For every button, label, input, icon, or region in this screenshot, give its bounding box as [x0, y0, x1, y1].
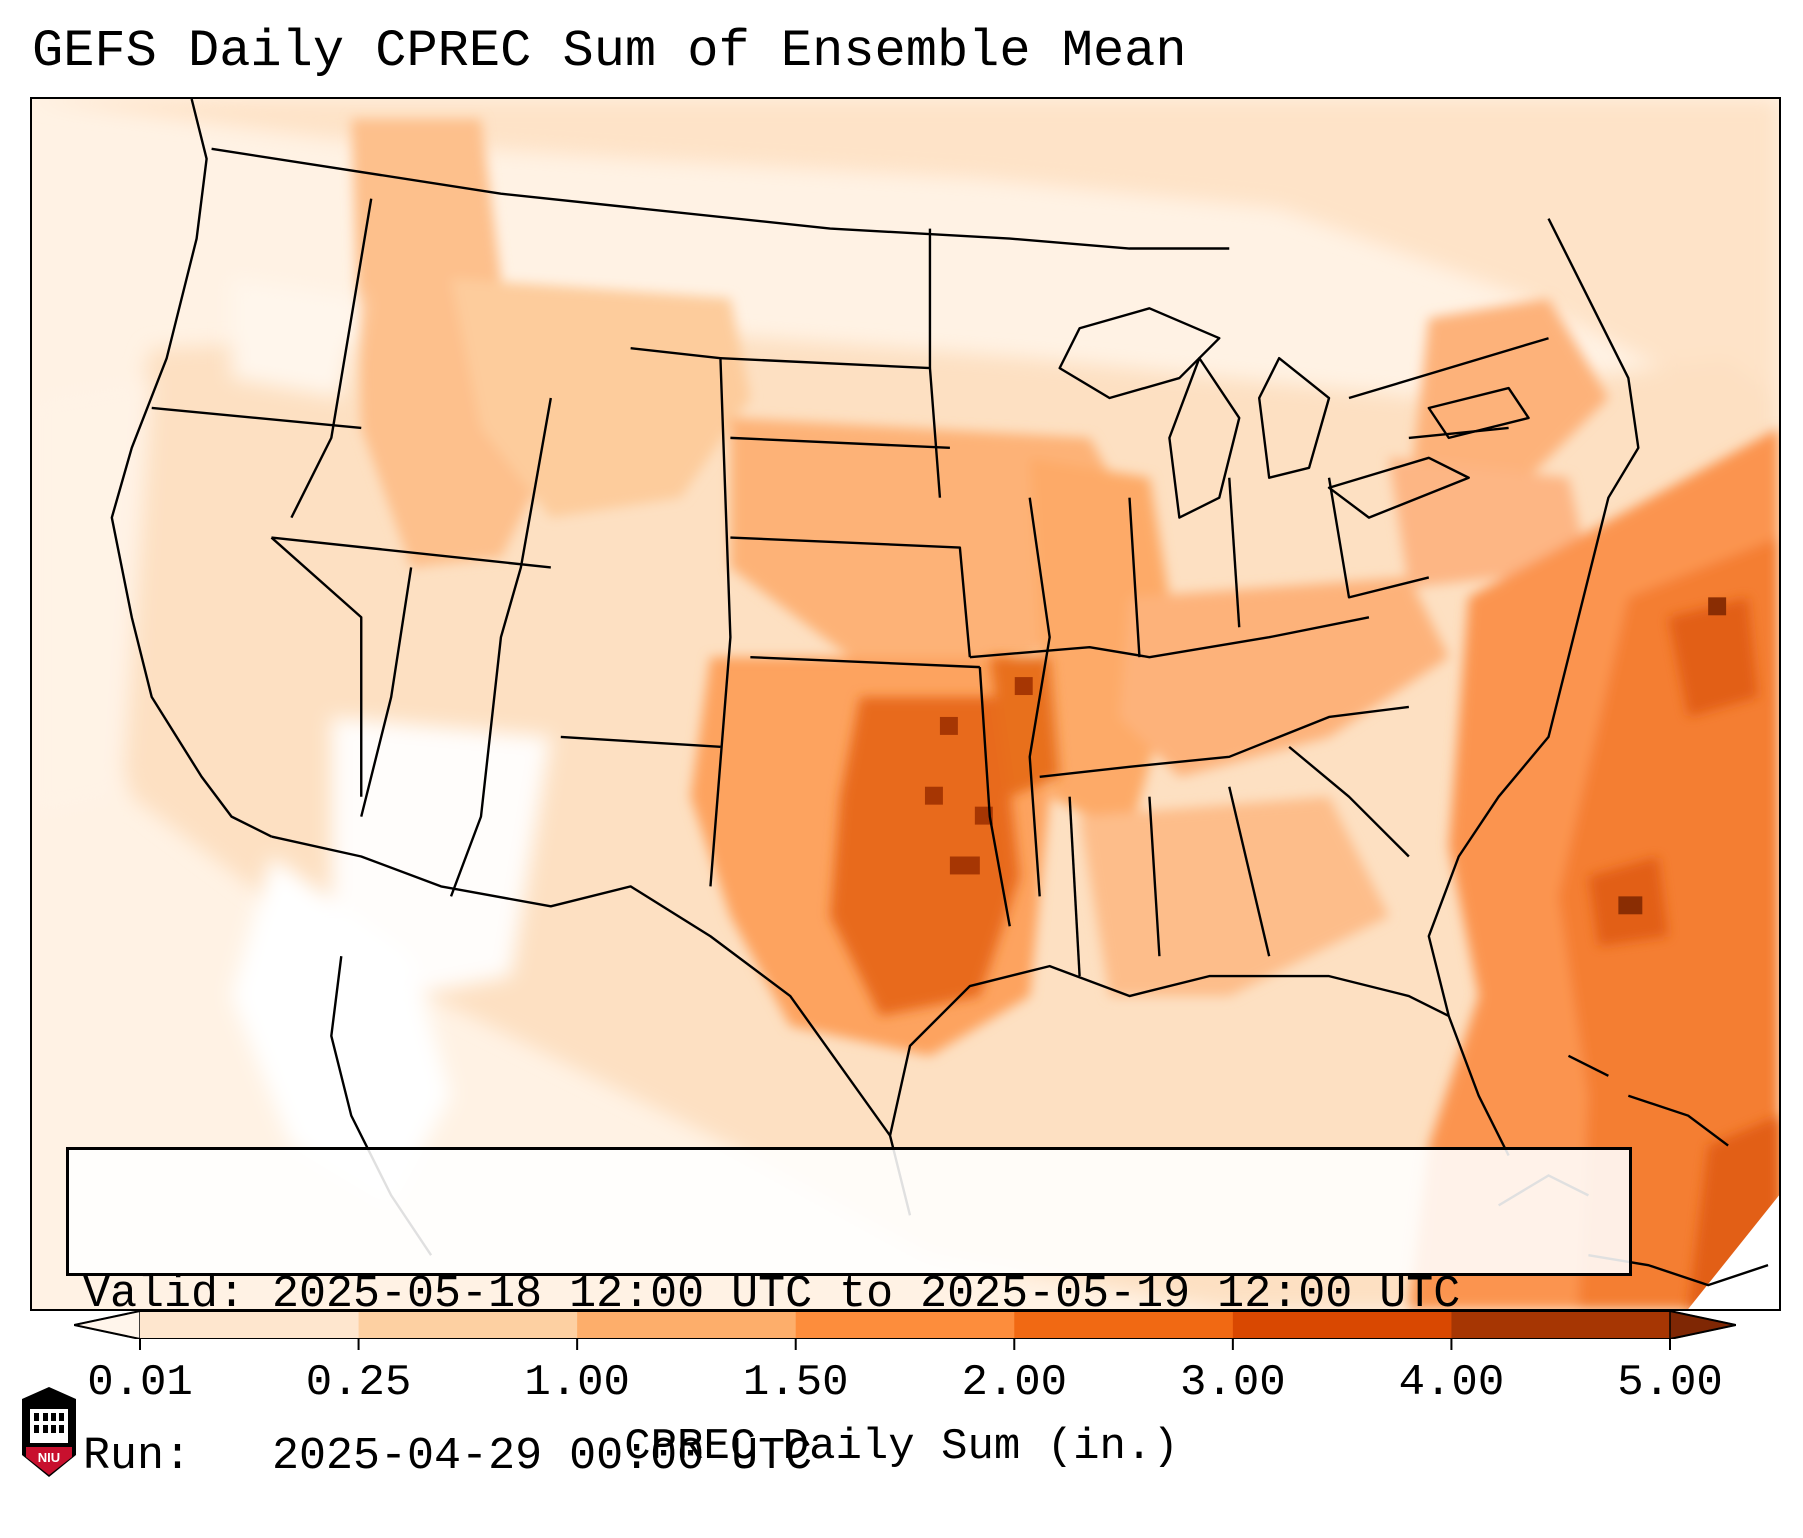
colorbar-tick-label: 2.00	[961, 1358, 1068, 1408]
colorbar	[74, 1311, 1736, 1339]
map-title: GEFS Daily CPREC Sum of Ensemble Mean	[32, 22, 1187, 81]
colorbar-tick-label: 1.00	[524, 1358, 630, 1408]
colorbar-segment	[577, 1311, 797, 1339]
colorbar-segment	[795, 1311, 1015, 1339]
colorbar-segment	[140, 1311, 360, 1339]
colorbar-tick-label: 1.50	[742, 1358, 849, 1408]
precip-maxima	[924, 597, 1727, 915]
colorbar-segment	[1014, 1311, 1234, 1339]
colorbar-extend-low	[74, 1311, 141, 1339]
precip-field-heavy	[830, 597, 1779, 1309]
colorbar-extend-high	[1669, 1311, 1736, 1339]
run-time-line: Run: 2025-04-29 00:00 UTC	[83, 1431, 813, 1482]
colorbar-tick-label: 0.25	[305, 1358, 412, 1408]
colorbar-segment	[1451, 1311, 1671, 1339]
logo-text: NIU	[38, 1450, 60, 1465]
map-panel[interactable]	[30, 97, 1781, 1311]
colorbar-tick-label: 0.01	[87, 1358, 193, 1408]
precipitation-map	[32, 99, 1779, 1309]
colorbar-tick-label: 5.00	[1617, 1358, 1723, 1408]
info-box: Valid: 2025-05-18 12:00 UTC to 2025-05-1…	[66, 1147, 1632, 1482]
dry-areas	[231, 278, 551, 1206]
colorbar-segment	[1232, 1311, 1452, 1339]
colorbar-tick-label: 4.00	[1398, 1358, 1505, 1408]
colorbar-label: CPREC Daily Sum (in.)	[624, 1422, 1179, 1472]
colorbar-tick-label: 3.00	[1180, 1358, 1286, 1408]
niu-logo-icon: NIU	[22, 1387, 76, 1477]
boundaries	[110, 99, 1640, 1256]
colorbar-ticks	[139, 1338, 1671, 1350]
colorbar-segment	[358, 1311, 578, 1339]
